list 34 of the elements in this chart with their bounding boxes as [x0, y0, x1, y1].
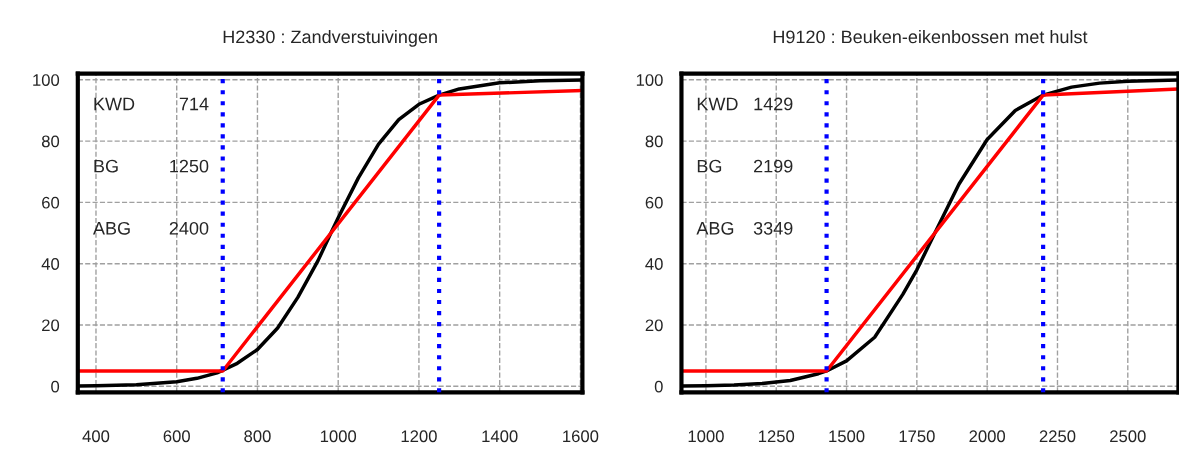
y-tick-label: 80	[41, 135, 60, 148]
x-tick-label: 400	[82, 430, 110, 443]
y-tick-label: 20	[645, 319, 663, 332]
y-tick-label: 40	[41, 258, 60, 270]
x-tick-label: 1600	[563, 430, 599, 443]
x-tick-label: 800	[244, 430, 271, 443]
text: BG 1250	[94, 159, 209, 173]
y-tick-label: 0	[51, 380, 60, 393]
y-tick-label: 60	[42, 196, 60, 209]
x-tick-label: 1000	[320, 430, 357, 443]
chart-title: H9120 : Beuken-eikenbossen met hulst	[773, 30, 1088, 44]
y-tick-label: 20	[42, 319, 60, 332]
x-tick-label: 1250	[758, 430, 795, 443]
chart-title: H2330 : Zandverstuivingen	[223, 30, 437, 47]
y-tick-label: 40	[645, 258, 663, 270]
annotation: ABG 3349	[696, 221, 793, 235]
x-tick-label: 2500	[1110, 430, 1146, 443]
x-tick-label: 2000	[969, 430, 1006, 443]
x-tick-label: 1200	[401, 430, 437, 443]
x-tick-label: 600	[163, 430, 190, 443]
x-tick-label: 1400	[482, 430, 518, 443]
x-tick-label: 1750	[899, 430, 935, 443]
y-tick-label: 60	[645, 196, 663, 209]
y-tick-label: 0	[654, 380, 663, 393]
annotation: KWD 1429	[697, 97, 793, 111]
y-tick-label: 100	[636, 74, 663, 86]
x-tick-label: 1500	[829, 430, 865, 443]
text: KWD 714	[94, 97, 209, 111]
text: BG 2199	[697, 159, 793, 173]
x-tick-label: 2250	[1039, 430, 1076, 443]
x-tick-label: 1000	[688, 430, 724, 443]
y-tick-label: 80	[645, 135, 663, 148]
text: ABG 2400	[92, 221, 209, 235]
y-tick-label: 100	[33, 74, 60, 86]
